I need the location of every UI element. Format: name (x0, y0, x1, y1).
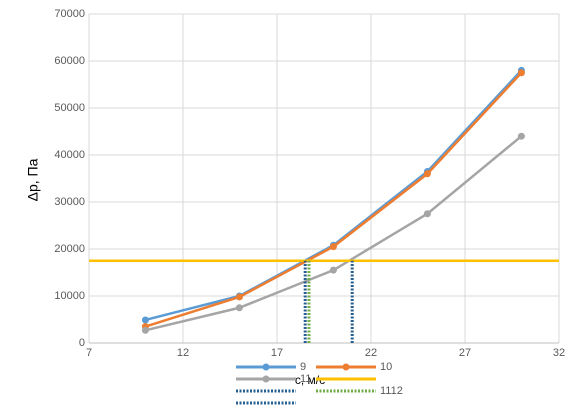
legend-label: 1112 (380, 385, 403, 397)
point (235, 293, 243, 301)
point (517, 132, 525, 140)
point (141, 326, 149, 334)
y-tick-label: 0 (79, 337, 85, 349)
x-tick-label: 12 (177, 347, 189, 359)
point (423, 210, 431, 218)
legend-marker (262, 363, 270, 371)
y-tick-label: 30000 (54, 196, 85, 208)
legend-label: 9 (300, 361, 306, 373)
legend-marker (262, 375, 270, 383)
point (141, 316, 149, 324)
point (329, 266, 337, 274)
y-tick-label: 70000 (54, 8, 85, 20)
x-tick-label: 32 (553, 347, 565, 359)
point (329, 243, 337, 251)
x-axis-title: с, м/с (295, 373, 325, 387)
legend-label: 10 (380, 361, 392, 373)
y-tick-label: 20000 (54, 243, 85, 255)
x-tick-label: 22 (365, 347, 377, 359)
legend-marker (342, 363, 350, 371)
point (517, 69, 525, 77)
legend-label: 11 (300, 373, 311, 385)
point (235, 304, 243, 312)
y-tick-label: 60000 (54, 55, 85, 67)
y-tick-label: 40000 (54, 149, 85, 161)
y-axis-title: Δp, Па (25, 158, 41, 201)
x-tick-label: 27 (459, 347, 471, 359)
point (423, 170, 431, 178)
x-tick-label: 7 (86, 347, 92, 359)
y-tick-label: 10000 (54, 290, 85, 302)
y-tick-label: 50000 (54, 102, 85, 114)
x-tick-label: 17 (271, 347, 283, 359)
